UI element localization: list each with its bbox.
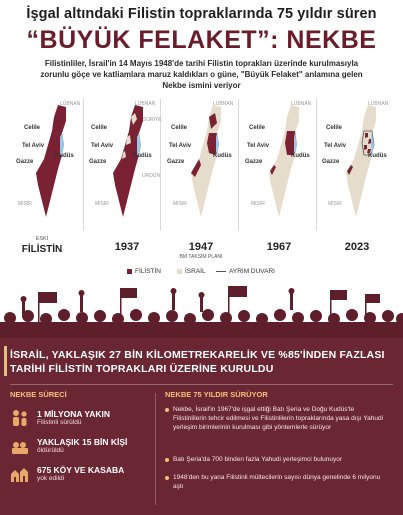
label-kudus: Kudüs [133,153,152,159]
label-misir: MISIR [328,201,342,207]
left-column-heading: NEKBE SÜRECİ [10,390,67,399]
map-1947: LÜBNAN Celile Tel Aviv Kudüs Gazze MISIR [165,93,237,233]
map-shape-2023 [346,105,376,217]
map-old-palestine: LÜBNAN Celile Tel Aviv Kudüs Gazze MISIR [10,93,82,233]
label-gazze: Gazze [16,159,34,165]
column-divider [155,393,156,505]
label-gazze: Gazze [245,159,263,165]
map-shape-1937 [113,105,143,217]
label-celile: Celile [326,125,343,131]
legend: FİLİSTİN İSRAİL AYRIM DUVARI [0,268,403,280]
casualties-icon [12,442,28,454]
bullet-text: Batı Şeria'da 700 binden fazla Yahudi ye… [173,456,343,463]
legend-palestine: FİLİSTİN [127,268,161,275]
bullet-item: 1948'den bu yana Filistinli mültecilerin… [165,474,390,494]
label-tel-aviv: Tel Aviv [324,143,347,149]
map-shape-1967 [269,105,299,217]
accent-bar [4,346,7,376]
subtitle-heading: İşgal altındaki Filistin topraklarında 7… [26,6,377,22]
map-separator [316,99,317,231]
stat-villages-label: yok edildi [37,475,65,482]
stat-displaced: 1 MİLYONA YAKIN Filistinli sürüldü [10,408,150,432]
legend-swatch-wall [216,270,226,273]
year-label-2023: 2023 [344,241,370,253]
year-label-eski-line1: ESKİ [35,236,49,242]
legend-label-palestine: FİLİSTİN [135,268,162,275]
stat-killed-value: YAKLAŞIK 15 BİN KİŞİ [37,437,128,447]
bullet-item: Nekbe, İsrail'in 1967'de işgal ettiği Ba… [165,406,390,448]
label-gazze: Gazze [322,159,340,165]
label-celile: Celile [24,125,41,131]
bullet-text: Nekbe, İsrail'in 1967'de işgal ettiği Ba… [173,406,384,431]
label-lubnan: LÜBNAN [213,101,234,107]
legend-label-wall: AYRIM DUVARI [229,268,275,275]
stat-killed-label: öldürüldü [37,447,64,454]
legend-israel: İSRAİL [177,268,206,275]
label-lubnan: LÜBNAN [135,101,156,107]
label-celile: Celile [91,125,108,131]
label-kudus: Kudüs [213,153,232,159]
label-kudus: Kudüs [368,153,387,159]
legend-label-israel: İSRAİL [185,268,206,275]
map-1937: LÜBNAN SURİYE Celile Tel Aviv Kudüs Gazz… [87,93,162,233]
year-labels: ESKİ FİLİSTİN 1937 1947 BM TAKSİM PLANI … [0,236,403,268]
maps-row: LÜBNAN Celile Tel Aviv Kudüs Gazze MISIR… [0,93,403,243]
label-tel-aviv: Tel Aviv [247,143,270,149]
stat-villages-value: 675 KÖY VE KASABA [37,465,125,475]
stat-villages: 675 KÖY VE KASABA yok edildi [10,464,150,488]
bullet-item: Batı Şeria'da 700 binden fazla Yahudi ye… [165,456,390,468]
stat-displaced-value: 1 MİLYONA YAKIN [37,409,111,419]
label-urdun: ÜRDÜN [142,173,161,179]
map-separator [238,99,239,231]
bullet-dot [165,476,169,480]
label-celile: Celile [171,125,188,131]
label-misir: MISIR [18,201,32,207]
year-label-eski-line2: FİLİSTİN [21,244,63,255]
label-tel-aviv: Tel Aviv [169,143,192,149]
map-separator [160,99,161,231]
label-gazze: Gazze [89,159,107,165]
legend-swatch-israel [177,269,182,274]
stat-killed: YAKLAŞIK 15 BİN KİŞİ öldürüldü [10,436,150,460]
map-shape-old-palestine [36,105,66,217]
stat-displaced-label: Filistinli sürüldü [37,419,82,426]
label-tel-aviv: Tel Aviv [91,143,114,149]
facts-panel: İSRAİL, YAKLAŞIK 27 BİN KİLOMETREKARELİK… [0,338,403,515]
label-lubnan: LÜBNAN [368,101,389,107]
people-icon [13,410,27,426]
year-label-1967: 1967 [266,241,292,253]
year-sub-1947: BM TAKSİM PLANI [179,254,223,260]
year-label-1947: 1947 [188,241,214,253]
panel-title: İSRAİL, YAKLAŞIK 27 BİN KİLOMETREKARELİK… [10,349,385,375]
legend-swatch-palestine [127,269,132,274]
panel-divider [10,384,393,385]
label-kudus: Kudüs [291,153,310,159]
intro-text: Filistinliler, İsrail'in 14 Mayıs 1948'd… [40,59,363,90]
label-tel-aviv: Tel Aviv [22,143,45,149]
map-shape-1947 [191,105,221,217]
village-icon [11,468,28,482]
main-title: “BÜYÜK FELAKET”: NEKBE [26,26,377,54]
label-misir: MISIR [95,201,109,207]
right-column-heading: NEKBE 75 YILDIR SÜRÜYOR [165,390,268,399]
label-suriye: SURİYE [143,117,162,123]
legend-wall: AYRIM DUVARI [216,268,275,275]
label-gazze: Gazze [167,159,185,165]
protest-crowd-silhouette [0,282,403,342]
bullet-dot [165,458,169,462]
map-2023: LÜBNAN Celile Tel Aviv Kudüs Gazze MISIR [320,93,392,233]
bullet-dot [165,408,169,412]
label-celile: Celile [249,125,266,131]
map-separator [83,99,84,231]
crowd-icon [0,286,403,342]
bullet-text: 1948'den bu yana Filistinli mültecilerin… [173,474,381,490]
label-misir: MISIR [251,201,265,207]
label-lubnan: LÜBNAN [60,101,81,107]
label-kudus: Kudüs [55,153,74,159]
label-misir: MISIR [173,201,187,207]
year-label-1937: 1937 [114,241,140,253]
map-1967: LÜBNAN Celile Tel Aviv Kudüs Gazze MISIR [243,93,315,233]
label-lubnan: LÜBNAN [291,101,312,107]
